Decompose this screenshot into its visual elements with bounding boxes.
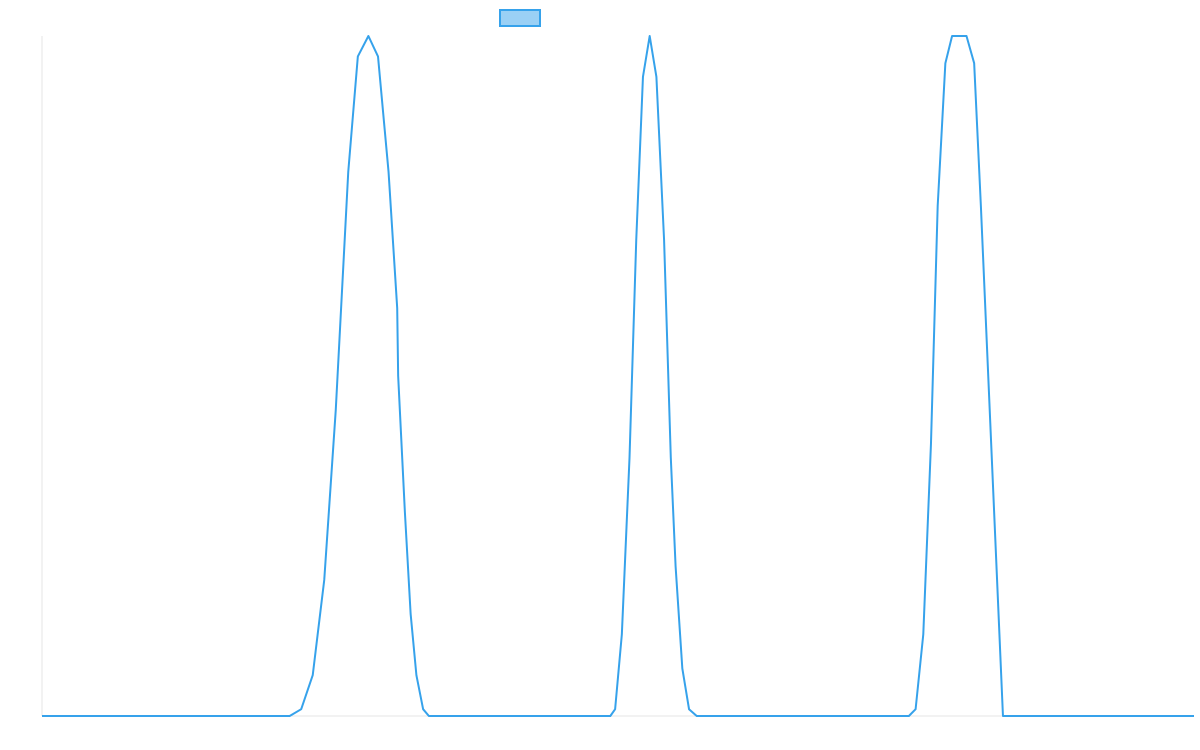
series-line-1 [42, 35, 1194, 717]
legend[interactable] [499, 9, 541, 27]
legend-swatch[interactable] [499, 9, 541, 27]
series-layer [42, 35, 1194, 717]
axes-layer [41, 36, 1194, 717]
